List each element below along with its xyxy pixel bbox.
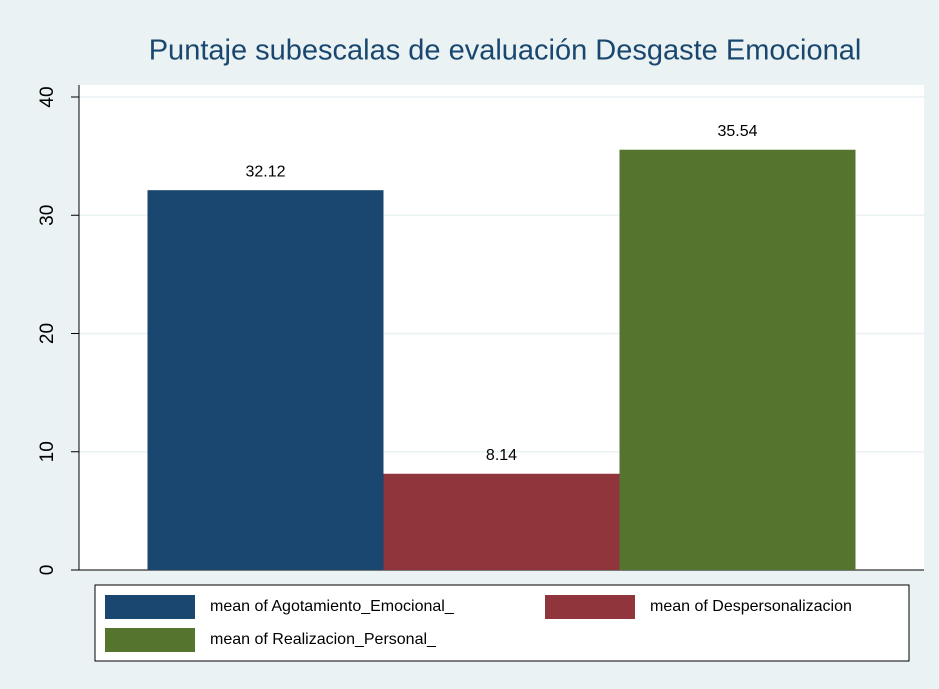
legend-label: mean of Despersonalizacion [650,598,852,615]
legend-key [105,628,195,652]
legend-key [105,595,195,619]
value-label: 8.14 [486,447,517,464]
y-tick-label: 20 [37,323,58,344]
y-tick-label: 0 [37,565,58,576]
legend-key [545,595,635,619]
legend [94,584,910,662]
bar [383,473,620,570]
value-label: 32.12 [245,163,285,180]
chart-title: Puntaje subescalas de evaluación Desgast… [149,35,862,67]
legend-label: mean of Agotamiento_Emocional_ [210,598,455,615]
y-tick-label: 10 [37,441,58,462]
legend-label: mean of Realizacion_Personal_ [210,631,437,648]
y-tick-label: 30 [37,205,58,226]
y-tick-label: 40 [37,86,58,107]
bar [147,190,384,570]
bar [619,149,856,570]
value-label: 35.54 [717,123,757,140]
